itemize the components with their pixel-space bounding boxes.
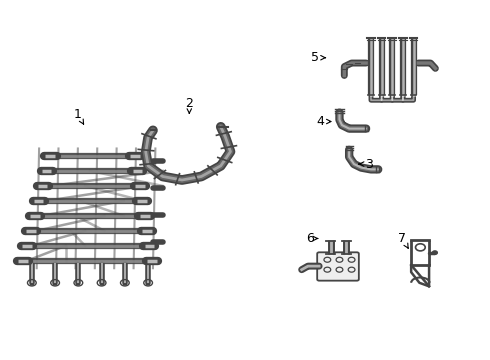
Text: 3: 3	[359, 158, 372, 171]
Text: 6: 6	[306, 232, 318, 245]
Circle shape	[433, 251, 437, 255]
Text: 2: 2	[185, 97, 193, 113]
FancyBboxPatch shape	[317, 252, 359, 281]
Text: 4: 4	[316, 115, 331, 128]
Text: 7: 7	[398, 232, 408, 248]
Text: 5: 5	[311, 51, 325, 64]
Text: 1: 1	[74, 108, 84, 124]
